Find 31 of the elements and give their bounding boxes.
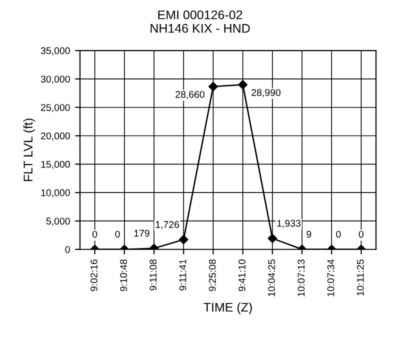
y-tick-label: 20,000	[41, 132, 70, 141]
x-axis-title: TIME (Z)	[204, 302, 252, 314]
y-axis-title: FLT LVL (ft)	[23, 118, 35, 182]
x-tick-label: 10:07:13	[298, 260, 305, 296]
data-label: 9	[306, 230, 312, 238]
x-tick-label: 9:11:08	[150, 260, 157, 290]
x-tick-label: 9:25:08	[208, 260, 216, 292]
y-tick-label: 30,000	[40, 76, 70, 84]
data-label: 28,990	[252, 89, 280, 98]
x-tick-label: 9:11:41	[179, 260, 186, 290]
data-label: 0	[115, 230, 120, 238]
x-tick-label: 9:41:10	[238, 259, 246, 292]
x-tick-label: 9:02:16	[90, 260, 98, 292]
chart-title: EMI 000126-02 NH146 KIX - HND	[150, 10, 250, 33]
y-tick-label: 10,000	[41, 189, 70, 198]
x-tick-label: 10:04:25	[268, 260, 276, 296]
data-label: 1,726	[156, 221, 180, 230]
data-label: 1,933	[277, 220, 300, 228]
y-tick-label: 15,000	[41, 160, 70, 169]
data-label: 0	[358, 230, 364, 238]
x-tick-label: 10:11:25	[356, 260, 364, 296]
y-tick-label: 35,000	[40, 47, 70, 56]
data-label: 28,660	[176, 90, 204, 100]
data-label: 0	[92, 230, 98, 238]
y-tick-label: 5,000	[46, 218, 70, 226]
x-tick-label: 10:07:34	[327, 259, 334, 296]
x-tick-label: 9:10:48	[120, 260, 128, 292]
y-tick-label: 25,000	[41, 104, 70, 112]
y-tick-label: 0	[65, 246, 70, 253]
data-label: 0	[336, 230, 341, 238]
data-label: 179	[134, 230, 150, 237]
